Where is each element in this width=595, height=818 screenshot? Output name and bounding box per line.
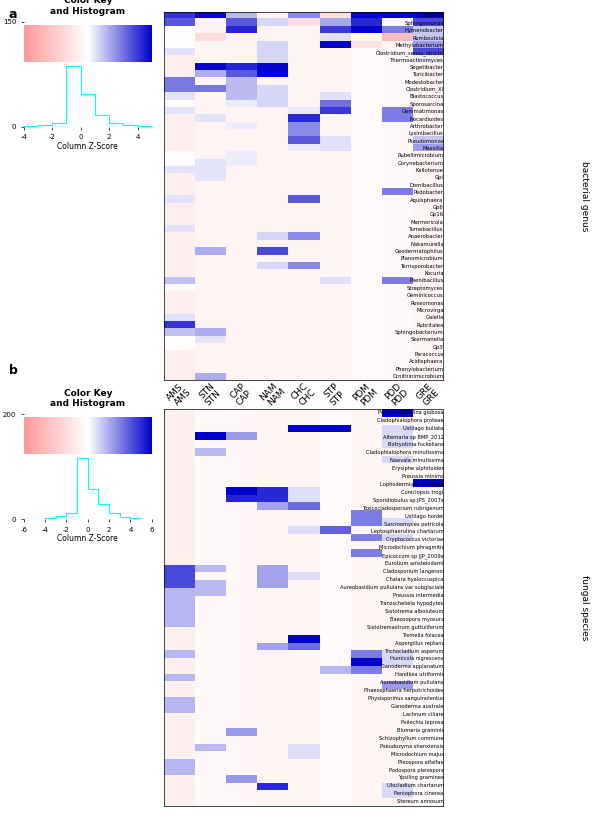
Title: Color Key
and Histogram: Color Key and Histogram	[50, 389, 126, 408]
X-axis label: Column Z-Score: Column Z-Score	[57, 534, 118, 543]
Text: fungal species: fungal species	[580, 575, 589, 640]
Y-axis label: Count: Count	[0, 83, 1, 104]
Title: Color Key
and Histogram: Color Key and Histogram	[50, 0, 126, 16]
Text: bacterial genus: bacterial genus	[580, 161, 589, 231]
Text: b: b	[9, 364, 18, 377]
X-axis label: Column Z-Score: Column Z-Score	[57, 142, 118, 151]
Text: a: a	[9, 8, 17, 21]
Y-axis label: Count: Count	[0, 476, 1, 497]
